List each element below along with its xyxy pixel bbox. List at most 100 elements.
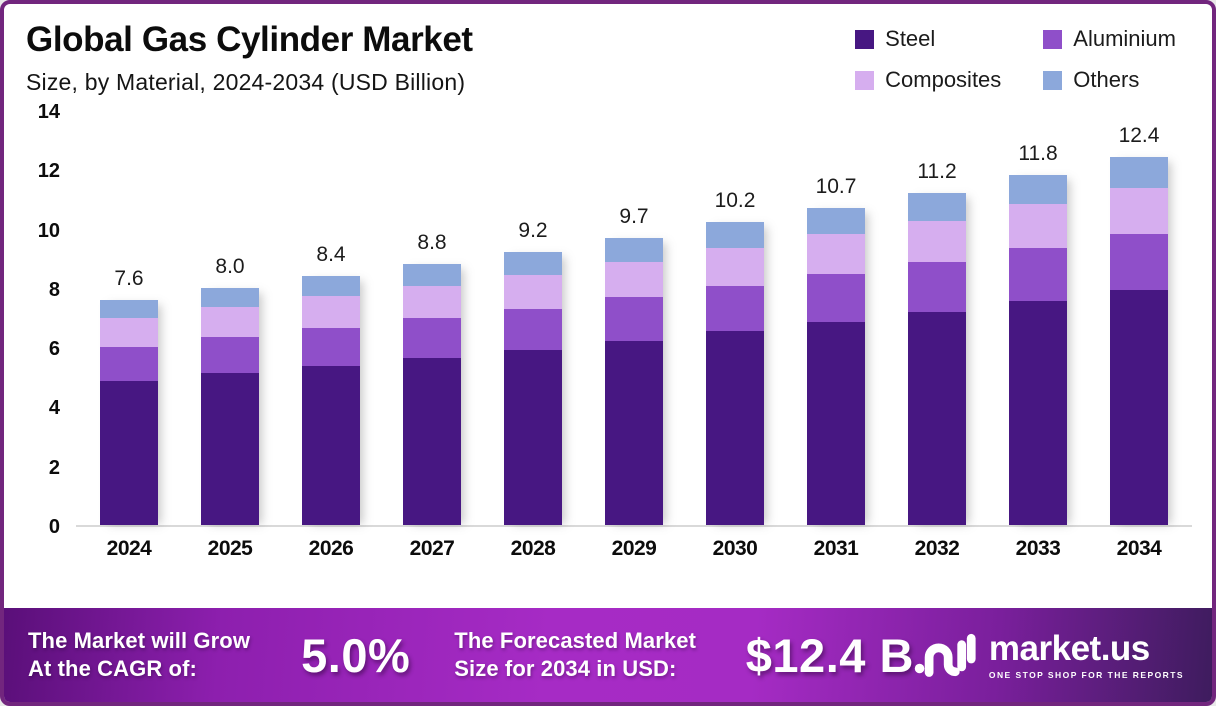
- legend-label: Others: [1073, 67, 1140, 92]
- legend-swatch-composites: [855, 70, 875, 90]
- bar-total-label-2027: 8.8: [417, 231, 447, 255]
- bar-total-label-2030: 10.2: [714, 189, 756, 213]
- stacked-bar-2032: [908, 193, 966, 525]
- legend-swatch-steel: [855, 29, 875, 49]
- plot-wrap: 7.6 8.0 8.4 8.8 9.2 9.7 10.2 10.7 11.2 11.8 12.4 2…: [76, 112, 1192, 561]
- bar-segment-others: [504, 252, 562, 275]
- x-label-2032: 2032: [914, 537, 960, 560]
- x-label-2026: 2026: [308, 537, 354, 560]
- cagr-label: The Market will Grow At the CAGR of:: [28, 627, 287, 683]
- bar-segment-aluminium: [706, 285, 764, 332]
- forecast-label-line2: Size for 2034 in USD:: [454, 656, 677, 681]
- x-label-2031: 2031: [813, 537, 859, 560]
- legend-item-steel: Steel: [855, 26, 1001, 52]
- y-tick-6: 6: [48, 338, 60, 361]
- bar-segment-aluminium: [201, 337, 259, 374]
- bar-total-label-2032: 11.2: [917, 160, 957, 184]
- logo-text: market.us ONE STOP SHOP FOR THE REPORTS: [989, 631, 1184, 680]
- cagr-label-line1: The Market will Grow: [28, 627, 251, 653]
- legend-label: Composites: [885, 67, 1002, 92]
- bar-group-2030: 10.2: [706, 189, 764, 525]
- x-label-2030: 2030: [712, 537, 758, 560]
- y-tick-10: 10: [37, 219, 60, 242]
- legend-item-composites: Composites: [855, 67, 1001, 93]
- bar-segment-composites: [504, 274, 562, 309]
- bar-total-label-2028: 9.2: [518, 219, 548, 243]
- cagr-label-line2: At the CAGR of:: [28, 656, 197, 681]
- bar-segment-aluminium: [302, 327, 360, 366]
- bar-segment-aluminium: [908, 262, 966, 313]
- market-us-logo: market.us ONE STOP SHOP FOR THE REPORTS: [914, 629, 1184, 681]
- stacked-bar-2024: [100, 299, 158, 525]
- stacked-bar-2027: [403, 264, 461, 525]
- bar-group-2032: 11.2: [908, 160, 966, 525]
- stacked-bar-2033: [1009, 175, 1067, 525]
- bar-segment-composites: [706, 247, 764, 286]
- x-label-2029: 2029: [611, 537, 657, 560]
- bar-segment-composites: [403, 285, 461, 319]
- bar-segment-steel: [100, 380, 158, 525]
- stacked-bar-2029: [605, 237, 663, 525]
- bar-group-2029: 9.7: [605, 204, 663, 525]
- header: Global Gas Cylinder Market Size, by Mate…: [4, 4, 1212, 96]
- bar-segment-composites: [908, 220, 966, 263]
- bar-segment-aluminium: [1009, 248, 1067, 302]
- bar-group-2027: 8.8: [403, 231, 461, 525]
- logo-name: market.us: [988, 628, 1150, 668]
- legend-label: Steel: [885, 26, 936, 51]
- stacked-bar-2025: [201, 287, 259, 525]
- y-tick-12: 12: [37, 160, 60, 183]
- legend-item-others: Others: [1043, 67, 1176, 93]
- plot-area: 7.6 8.0 8.4 8.8 9.2 9.7 10.2 10.7 11.2 11.8 12.4: [76, 112, 1192, 527]
- logo-tagline: ONE STOP SHOP FOR THE REPORTS: [988, 669, 1184, 680]
- x-axis: 2024 2025 2026 2027 2028 2029 2030 2031 2032 2033…: [76, 537, 1192, 561]
- y-tick-4: 4: [48, 397, 60, 420]
- bar-group-2024: 7.6: [100, 267, 158, 525]
- x-label-2034: 2034: [1116, 537, 1162, 560]
- bar-segment-steel: [908, 312, 966, 525]
- stacked-bar-chart: 0 2 4 6 8 10 12 14 7.6 8.0 8.4 8.8 9.2 9.7 10.2 10.7 11…: [4, 96, 1212, 561]
- bar-segment-steel: [605, 340, 663, 525]
- bar-segment-steel: [201, 373, 259, 525]
- x-label-2024: 2024: [106, 537, 152, 560]
- bar-total-label-2033: 11.8: [1018, 142, 1058, 166]
- bar-segment-others: [1110, 157, 1168, 188]
- bar-segment-others: [100, 299, 158, 319]
- bar-segment-steel: [706, 331, 764, 525]
- bar-total-label-2024: 7.6: [114, 266, 144, 290]
- bar-segment-others: [807, 207, 865, 234]
- legend-swatch-aluminium: [1043, 29, 1063, 49]
- bar-group-2031: 10.7: [807, 175, 865, 525]
- stacked-bar-2028: [504, 252, 562, 525]
- bar-segment-steel: [807, 321, 865, 525]
- y-axis: 0 2 4 6 8 10 12 14: [20, 101, 76, 538]
- bar-group-2026: 8.4: [302, 243, 360, 525]
- bar-segment-others: [302, 275, 360, 297]
- bar-segment-composites: [201, 307, 259, 338]
- footer-banner: The Market will Grow At the CAGR of: 5.0…: [4, 608, 1212, 702]
- y-tick-2: 2: [48, 456, 60, 479]
- bar-segment-aluminium: [504, 308, 562, 351]
- y-tick-14: 14: [37, 101, 60, 123]
- bar-total-label-2026: 8.4: [316, 242, 346, 266]
- bar-segment-others: [403, 264, 461, 286]
- x-label-2025: 2025: [207, 537, 253, 560]
- bar-total-label-2029: 9.7: [619, 204, 649, 228]
- bar-segment-steel: [1110, 289, 1168, 525]
- bar-segment-aluminium: [807, 273, 865, 322]
- bar-segment-composites: [605, 261, 663, 298]
- forecast-label: The Forecasted Market Size for 2034 in U…: [454, 627, 734, 683]
- bar-group-2028: 9.2: [504, 219, 562, 525]
- legend-item-aluminium: Aluminium: [1043, 26, 1176, 52]
- bar-segment-composites: [807, 233, 865, 274]
- stacked-bar-2034: [1110, 157, 1168, 525]
- legend-swatch-others: [1043, 70, 1063, 90]
- bar-total-label-2031: 10.7: [815, 174, 857, 198]
- x-label-2028: 2028: [510, 537, 556, 560]
- bar-group-2025: 8.0: [201, 255, 259, 525]
- bar-segment-aluminium: [403, 318, 461, 359]
- bar-segment-others: [706, 222, 764, 248]
- forecast-value: $12.4 B: [745, 628, 914, 682]
- bar-segment-others: [908, 193, 966, 221]
